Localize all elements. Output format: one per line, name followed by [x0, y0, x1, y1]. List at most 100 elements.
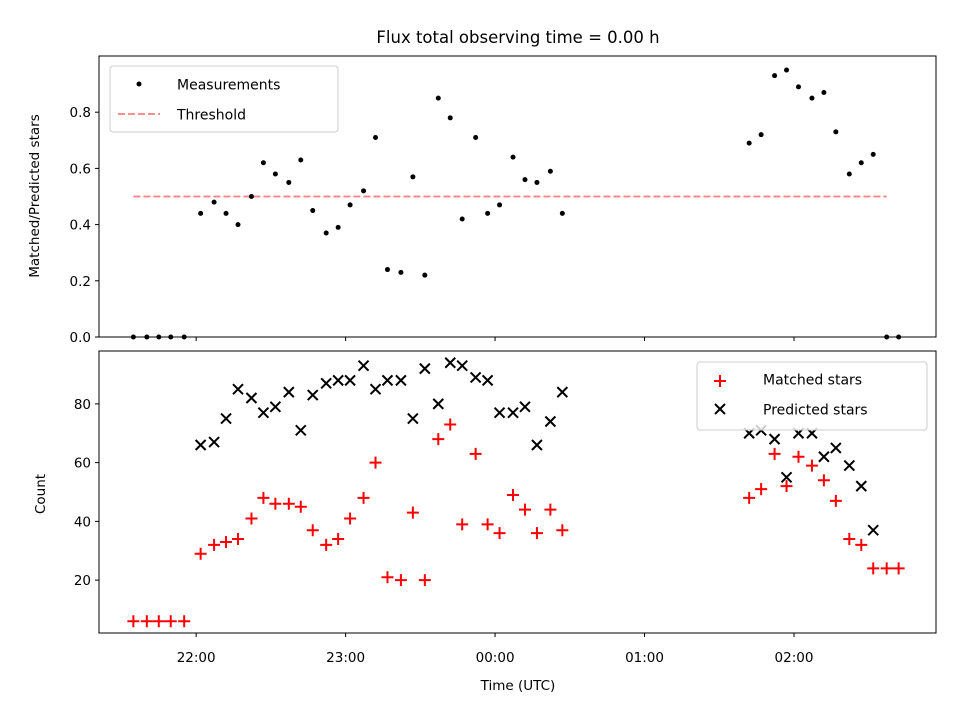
top-chart-title: Flux total observing time = 0.00 h	[376, 28, 659, 47]
predicted-stars-point	[867, 524, 879, 536]
measurement-point	[398, 269, 404, 275]
predicted-stars-point	[519, 401, 531, 413]
measurement-point	[809, 95, 815, 101]
measurement-point	[181, 334, 187, 340]
x-axis-label: Time (UTC)	[480, 678, 556, 694]
matched-stars-point	[394, 574, 407, 587]
measurement-point	[373, 134, 379, 140]
top-y-tick-label: 0.8	[70, 105, 91, 121]
matched-stars-point	[481, 518, 494, 531]
matched-stars-point	[493, 527, 506, 540]
predicted-stars-point	[419, 362, 431, 375]
top-y-axis-label: Matched/Predicted stars	[27, 114, 43, 277]
predicted-stars-point	[444, 357, 456, 369]
measurement-point	[485, 210, 491, 216]
predicted-stars-point	[843, 459, 856, 472]
measurement-point	[833, 129, 839, 135]
predicted-stars-point	[481, 374, 494, 387]
predicted-stars-point	[768, 433, 781, 445]
matched-stars-point	[432, 433, 445, 446]
predicted-stars-point	[320, 377, 332, 390]
matched-stars-point	[880, 562, 893, 575]
bottom-y-tick-label: 40	[74, 514, 91, 530]
measurement-point	[858, 160, 864, 166]
matched-stars-point	[152, 615, 165, 628]
measurement-point	[821, 90, 827, 96]
measurement-point	[795, 84, 801, 90]
predicted-stars-point	[531, 439, 543, 451]
measurement-point	[522, 177, 528, 183]
matched-stars-point	[257, 491, 270, 504]
measurement-point	[846, 171, 852, 177]
matched-stars-point	[344, 512, 357, 525]
matched-stars-point	[418, 574, 431, 587]
measurement-point	[884, 334, 890, 340]
matched-stars-point	[194, 547, 207, 560]
legend-matched-label: Matched stars	[763, 373, 862, 389]
matched-stars-point	[406, 506, 419, 519]
measurement-point	[447, 115, 453, 121]
matched-stars-point	[768, 447, 781, 460]
measurement-point	[130, 334, 136, 340]
top-plot-area: 0.0 0.2 0.4 0.6 0.8	[70, 55, 937, 346]
matched-stars-point	[269, 497, 282, 510]
x-tick-label: 01:00	[625, 650, 664, 666]
x-tick-label: 00:00	[476, 650, 515, 666]
matched-stars-point	[332, 533, 345, 545]
measurement-point	[459, 216, 465, 222]
predicted-stars-point	[556, 386, 569, 398]
bottom-axes-frame	[98, 350, 937, 634]
matched-stars-point	[294, 500, 307, 513]
matched-stars-point	[792, 450, 805, 463]
legend-predicted-label: Predicted stars	[763, 403, 868, 419]
matched-stars-point	[127, 615, 140, 628]
predicted-stars-point	[283, 386, 295, 398]
measurement-point	[144, 334, 150, 340]
bottom-legend: Matched stars Predicted stars	[696, 361, 928, 431]
measurement-point	[298, 157, 304, 163]
measurement-point	[168, 334, 174, 340]
predicted-stars-point	[357, 359, 370, 372]
top-axes-frame	[98, 55, 937, 338]
measurement-point	[422, 272, 428, 278]
measurement-point	[361, 188, 367, 194]
measurement-point	[272, 171, 278, 177]
measurement-point	[896, 334, 902, 340]
predicted-stars-point	[780, 471, 793, 484]
bottom-plot-area: 20 40 60 80 22:00 23:00 00:00 01:00 02:00	[74, 350, 937, 666]
predicted-stars-point	[507, 406, 519, 419]
matched-stars-point	[245, 512, 258, 525]
legend-measurements-label: Measurements	[177, 78, 280, 94]
x-tick-label: 02:00	[775, 650, 814, 666]
predicted-stars-point	[257, 406, 270, 419]
measurement-point	[156, 334, 162, 340]
matched-stars-point	[164, 615, 177, 628]
matched-stars-point	[306, 524, 319, 537]
predicted-stars-point	[469, 371, 482, 384]
measurement-point	[510, 154, 516, 160]
measurement-point	[384, 267, 390, 273]
matched-stars-point	[843, 533, 856, 545]
matched-stars-point	[867, 562, 880, 575]
predicted-stars-point	[493, 406, 506, 419]
predicted-stars-point	[855, 480, 867, 492]
predicted-stars-point	[332, 374, 344, 387]
bottom-y-tick-label: 20	[74, 573, 91, 589]
matched-stars-point	[357, 491, 370, 504]
predicted-stars-point	[830, 442, 842, 454]
legend-predicted-marker	[714, 403, 726, 415]
matched-stars-point	[755, 483, 768, 496]
matched-stars-point	[232, 533, 245, 545]
bottom-y-axis-label: Count	[33, 474, 49, 514]
predicted-stars-point	[381, 374, 394, 387]
bottom-y-tick-label: 60	[74, 456, 91, 472]
matched-stars-point	[507, 488, 520, 501]
x-tick-label: 23:00	[326, 650, 365, 666]
top-y-tick-label: 0.0	[70, 330, 91, 346]
matched-stars-point	[208, 538, 221, 551]
matched-stars-point	[220, 535, 233, 548]
measurement-point	[870, 151, 876, 157]
matched-stars-point	[544, 503, 557, 516]
predicted-stars-point	[295, 424, 307, 437]
